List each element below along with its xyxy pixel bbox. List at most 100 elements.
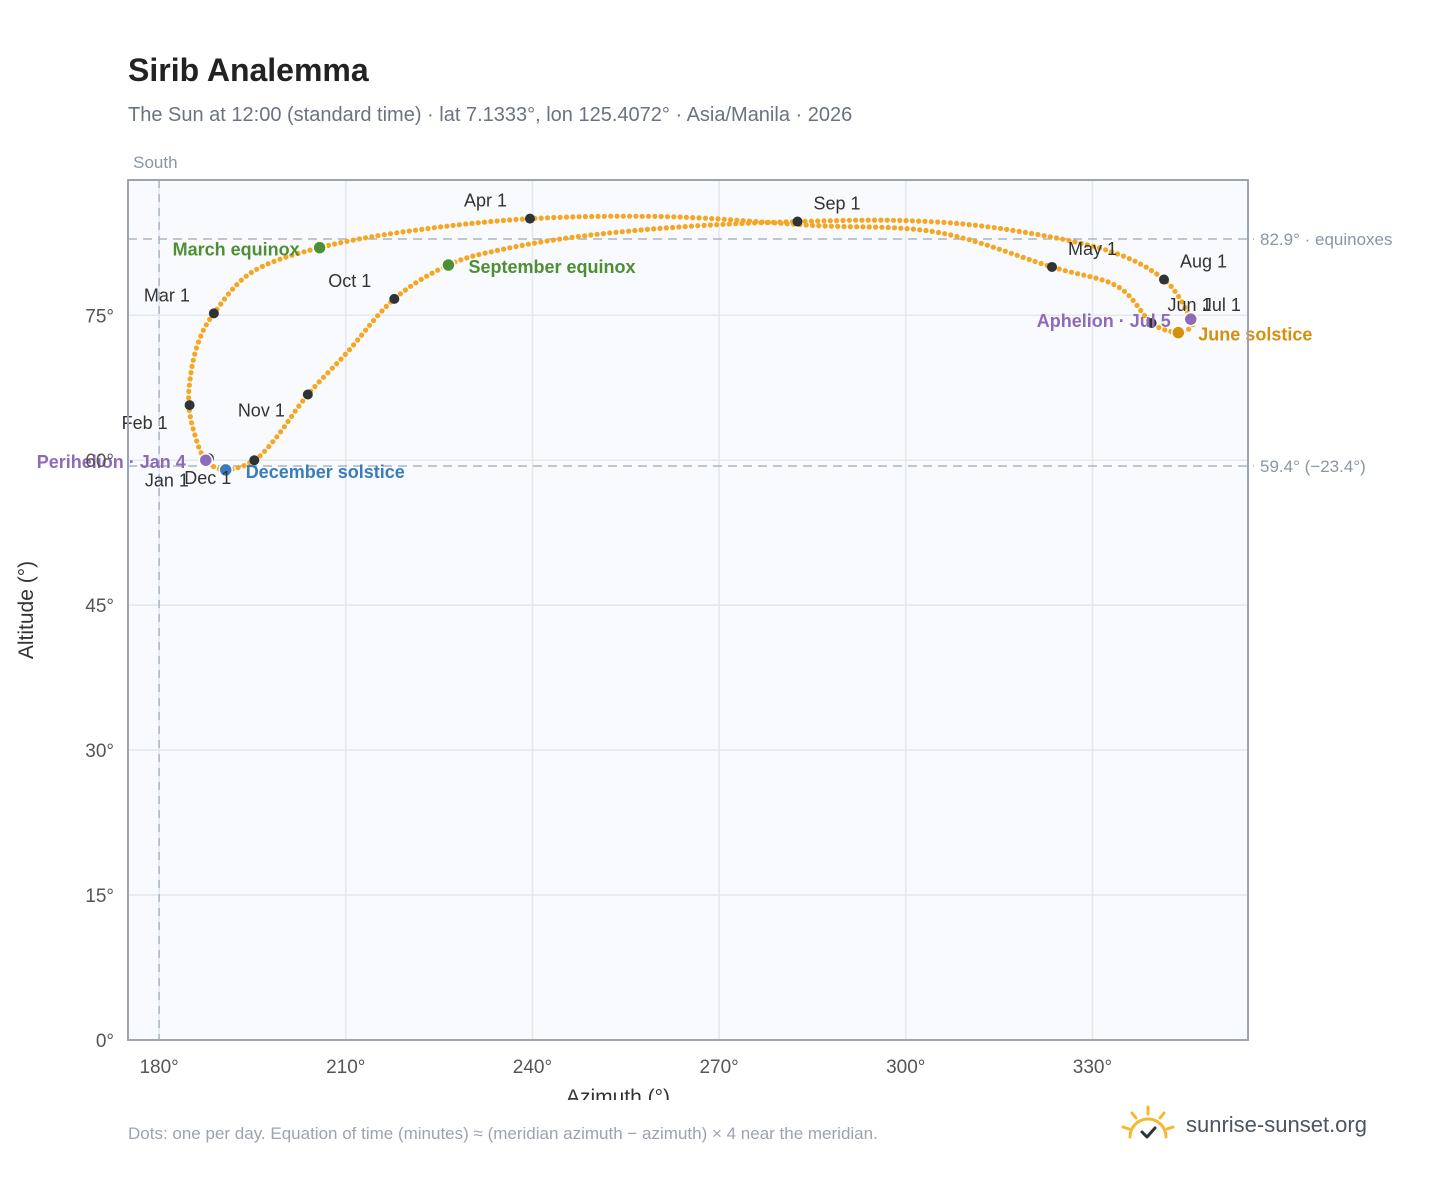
daily-sun-dot: [557, 214, 563, 220]
daily-sun-dot: [513, 244, 519, 250]
daily-sun-dot: [241, 463, 247, 469]
daily-sun-dot: [663, 225, 669, 231]
daily-sun-dot: [289, 252, 295, 258]
daily-sun-dot: [225, 291, 231, 297]
daily-sun-dot: [947, 220, 953, 226]
daily-sun-dot: [898, 225, 904, 231]
daily-sun-dot: [281, 424, 287, 430]
x-tick-label: 330°: [1073, 1057, 1112, 1078]
daily-sun-dot: [923, 227, 929, 234]
daily-sun-dot: [1093, 275, 1099, 281]
daily-sun-dot: [338, 356, 344, 362]
event-marker: [312, 240, 327, 255]
month-marker: [1159, 274, 1169, 285]
y-tick-label: 60°: [85, 451, 114, 472]
daily-sun-dot: [582, 233, 588, 239]
daily-sun-dot: [356, 236, 362, 242]
daily-sun-dot: [525, 241, 532, 247]
daily-sun-dot: [254, 266, 260, 272]
daily-sun-dot: [406, 228, 412, 234]
daily-sun-dot: [394, 230, 400, 236]
daily-sun-dot: [274, 434, 280, 440]
daily-sun-dot: [470, 253, 476, 259]
daily-sun-dot: [221, 296, 228, 302]
daily-sun-dot: [194, 438, 200, 444]
daily-sun-dot: [271, 258, 277, 264]
daily-sun-dot: [1109, 249, 1115, 255]
daily-sun-dot: [903, 218, 909, 224]
daily-sun-dot: [1035, 231, 1041, 238]
daily-sun-dot: [828, 223, 835, 229]
month-marker: [524, 213, 535, 224]
daily-sun-dot: [954, 233, 960, 240]
daily-sun-dot: [207, 316, 213, 322]
event-label: Aphelion · Jul 5: [1037, 311, 1171, 331]
daily-sun-dot: [910, 226, 917, 232]
daily-sun-dot: [677, 214, 683, 220]
month-marker: [1146, 318, 1157, 329]
daily-sun-dot: [841, 224, 847, 230]
daily-sun-dot: [1047, 234, 1053, 240]
daily-sun-dot: [186, 388, 192, 394]
daily-sun-dot: [928, 219, 934, 225]
daily-sun-dot: [935, 219, 941, 225]
event-marker: [441, 257, 456, 273]
month-label: Jan 1: [145, 470, 189, 490]
daily-sun-dot: [375, 313, 381, 319]
brand[interactable]: sunrise-sunset.org: [1120, 1100, 1367, 1150]
y-tick-label: 15°: [85, 886, 114, 907]
daily-sun-dot: [292, 408, 298, 414]
daily-sun-dot: [865, 217, 871, 223]
daily-sun-dot: [777, 219, 783, 225]
y-tick-label: 75°: [85, 306, 114, 327]
daily-sun-dot: [387, 231, 394, 237]
daily-sun-dot: [783, 219, 789, 225]
daily-sun-dot: [688, 223, 695, 229]
daily-sun-dot: [721, 216, 727, 222]
daily-sun-dot: [671, 214, 677, 220]
daily-sun-dot: [809, 222, 816, 228]
daily-sun-dot: [444, 223, 450, 229]
daily-sun-dot: [431, 225, 437, 231]
daily-sun-dot: [682, 224, 688, 230]
daily-sun-dot: [450, 222, 456, 228]
daily-sun-dot: [238, 277, 244, 283]
daily-sun-dot: [683, 214, 690, 220]
daily-sun-dot: [1148, 267, 1155, 274]
daily-sun-dot: [676, 224, 682, 230]
daily-sun-dot: [346, 347, 353, 353]
daily-sun-dot: [1182, 304, 1188, 310]
daily-sun-dot: [696, 215, 702, 221]
daily-sun-dot: [1056, 266, 1062, 272]
daily-sun-dot: [690, 215, 696, 221]
daily-sun-dot: [1084, 242, 1090, 248]
x-axis-title: Azimuth (°): [566, 1086, 670, 1100]
daily-sun-dot: [941, 219, 947, 225]
daily-sun-dot: [397, 291, 403, 297]
daily-sun-dot: [329, 365, 335, 371]
daily-sun-dot: [259, 263, 265, 269]
daily-sun-dot: [1090, 243, 1097, 249]
plot-frame: [127, 179, 1249, 1041]
daily-sun-dot: [367, 322, 373, 328]
daily-sun-dot: [835, 223, 841, 229]
daily-sun-dot: [1062, 268, 1068, 274]
daily-sun-dot: [1116, 284, 1122, 291]
daily-sun-dot: [342, 351, 348, 357]
daily-sun-dot: [909, 218, 916, 224]
daily-sun-dot: [589, 213, 595, 220]
daily-sun-dot: [190, 426, 196, 432]
month-marker: [792, 216, 803, 227]
daily-sun-dot: [821, 218, 827, 224]
daily-sun-dot: [320, 374, 327, 380]
daily-sun-dot: [873, 224, 879, 230]
daily-sun-dot: [312, 383, 318, 390]
month-marker: [1047, 261, 1057, 272]
daily-sun-dot: [991, 225, 997, 231]
daily-sun-dot: [1002, 248, 1008, 254]
daily-sun-dot: [1078, 240, 1084, 246]
daily-sun-dot: [538, 239, 544, 245]
daily-sun-dot: [764, 219, 770, 226]
daily-sun-dot: [815, 218, 821, 224]
daily-sun-dot: [458, 257, 464, 263]
